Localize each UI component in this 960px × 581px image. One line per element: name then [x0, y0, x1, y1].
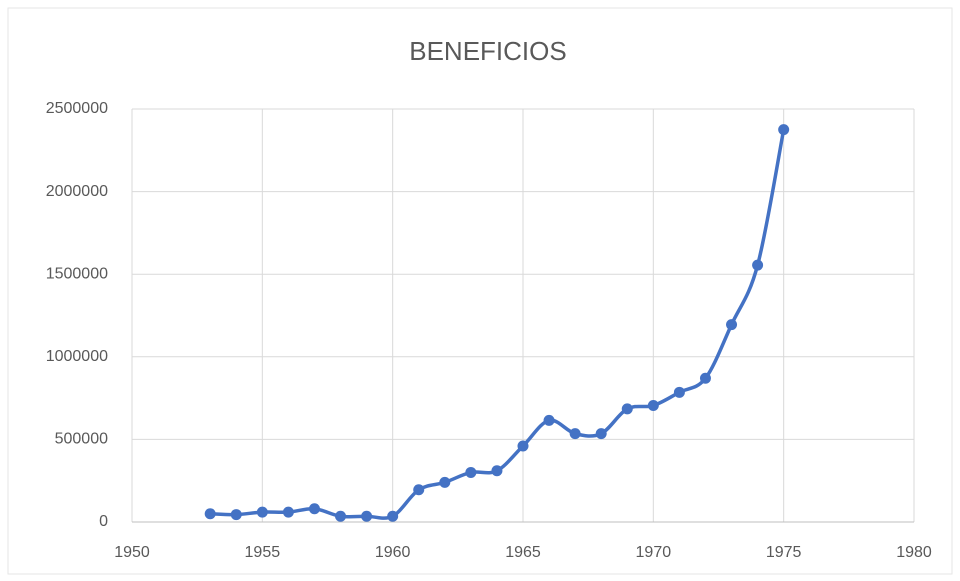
data-point	[465, 466, 477, 478]
y-tick-label: 1000000	[46, 348, 108, 365]
x-tick-label: 1960	[375, 544, 411, 561]
data-point	[673, 386, 685, 398]
data-point	[308, 503, 320, 515]
data-point	[778, 124, 790, 136]
x-tick-label: 1950	[114, 544, 150, 561]
x-tick-label: 1970	[636, 544, 672, 561]
data-point	[256, 506, 268, 518]
data-point	[517, 440, 529, 452]
data-point	[335, 510, 347, 522]
data-point	[726, 319, 738, 331]
y-tick-label: 2500000	[46, 100, 108, 117]
data-point	[491, 465, 503, 477]
data-point	[439, 476, 451, 488]
data-point	[647, 400, 659, 412]
y-tick-label: 2000000	[46, 183, 108, 200]
x-tick-label: 1955	[245, 544, 281, 561]
x-tick-label: 1965	[505, 544, 541, 561]
chart-title: BENEFICIOS	[409, 36, 566, 66]
data-point	[752, 259, 764, 271]
y-tick-label: 0	[99, 513, 108, 530]
x-tick-label: 1980	[896, 544, 932, 561]
data-point	[413, 484, 425, 496]
data-point	[543, 414, 555, 426]
data-point	[621, 403, 633, 415]
y-tick-label: 500000	[55, 431, 108, 448]
data-point	[361, 510, 373, 522]
data-point	[387, 510, 399, 522]
data-point	[282, 506, 294, 518]
data-point	[204, 508, 216, 520]
chart-frame	[7, 7, 953, 575]
data-point	[569, 428, 581, 440]
y-tick-label: 1500000	[46, 265, 108, 282]
data-point	[230, 509, 242, 521]
data-point	[699, 372, 711, 384]
x-tick-label: 1975	[766, 544, 802, 561]
data-point	[595, 428, 607, 440]
